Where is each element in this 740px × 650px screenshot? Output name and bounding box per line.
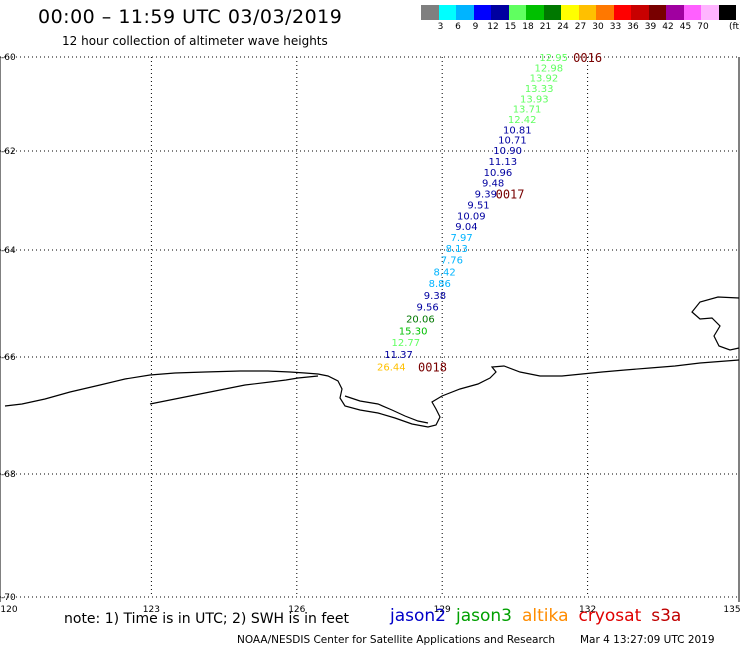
color-scale-label: 42 bbox=[662, 22, 674, 32]
color-swatch bbox=[578, 5, 596, 20]
latitude-tick-label: -66 bbox=[1, 353, 16, 363]
color-swatch bbox=[631, 5, 649, 20]
wave-height-value: 9.04 bbox=[455, 222, 477, 233]
longitude-tick-label: 120 bbox=[0, 605, 17, 615]
color-swatch bbox=[473, 5, 491, 20]
wave-height-value: 26.44 bbox=[377, 362, 406, 373]
wave-height-value: 13.33 bbox=[525, 84, 554, 95]
wave-height-value: 13.71 bbox=[513, 105, 542, 116]
longitude-tick-label: 135 bbox=[723, 605, 740, 615]
wave-height-value: 9.56 bbox=[417, 303, 439, 314]
wave-height-value: 9.38 bbox=[424, 291, 446, 302]
color-swatch bbox=[613, 5, 631, 20]
color-swatch bbox=[456, 5, 474, 20]
latitude-tick-label: -64 bbox=[1, 246, 16, 256]
color-scale-label: 24 bbox=[557, 22, 569, 32]
satellite-legend-item: altika bbox=[522, 606, 569, 626]
color-scale-label: 18 bbox=[522, 22, 534, 32]
color-swatch bbox=[508, 5, 526, 20]
color-swatch bbox=[596, 5, 614, 20]
longitude-tick-label: 132 bbox=[579, 605, 596, 615]
wave-height-value: 7.76 bbox=[441, 256, 463, 267]
color-scale-label: 12 bbox=[487, 22, 499, 32]
wave-height-value: 13.92 bbox=[530, 74, 559, 85]
color-swatch bbox=[421, 5, 439, 20]
wave-height-value: 9.51 bbox=[467, 200, 489, 211]
generated-timestamp: Mar 4 13:27:09 UTC 2019 bbox=[580, 634, 715, 646]
wave-height-observations: 12.9512.9813.9213.3313.9313.7112.4210.81… bbox=[377, 53, 568, 373]
latitude-tick-label: -60 bbox=[1, 53, 16, 63]
color-scale-label: 70 bbox=[697, 22, 709, 32]
wave-height-value: 10.81 bbox=[503, 125, 532, 136]
satellite-legend-item: jason2 bbox=[390, 606, 446, 626]
map-subtitle: 12 hour collection of altimeter wave hei… bbox=[62, 34, 328, 48]
color-scale-label: 21 bbox=[539, 22, 552, 32]
color-swatch bbox=[543, 5, 561, 20]
longitude-tick-label: 129 bbox=[434, 605, 451, 615]
wave-height-value: 10.96 bbox=[484, 168, 513, 179]
color-scale-label: 39 bbox=[644, 22, 657, 32]
lat-lon-grid: 120 123 126 129 132 135 -60 -62 -64 -66 -68 -70 bbox=[0, 53, 740, 615]
frame bbox=[0, 57, 740, 602]
footer-note: note: 1) Time is in UTC; 2) SWH is in fe… bbox=[64, 611, 350, 627]
track-time-label: 0016 bbox=[573, 51, 602, 65]
wave-height-value: 8.86 bbox=[429, 279, 451, 290]
wave-height-value: 15.30 bbox=[399, 326, 428, 337]
latitude-tick-label: -70 bbox=[1, 593, 16, 603]
track-time-labels: 0016 0017 0018 bbox=[418, 51, 602, 374]
wave-height-value: 9.39 bbox=[475, 190, 497, 201]
wave-height-value: 20.06 bbox=[406, 314, 435, 325]
coastline bbox=[4, 296, 740, 428]
color-swatch bbox=[438, 5, 456, 20]
color-scale-label: 9 bbox=[472, 22, 479, 32]
color-swatch bbox=[701, 5, 719, 20]
wave-height-value: 8.42 bbox=[433, 267, 455, 278]
wave-height-value: 12.98 bbox=[535, 63, 564, 74]
color-scale-unit: (ft) bbox=[729, 22, 740, 32]
longitude-tick-label: 126 bbox=[288, 605, 305, 615]
color-scale-label: 45 bbox=[679, 22, 692, 32]
wave-height-value: 12.95 bbox=[539, 53, 568, 64]
wave-height-value: 11.13 bbox=[488, 157, 517, 168]
color-swatch bbox=[526, 5, 544, 20]
color-swatch bbox=[683, 5, 701, 20]
satellite-legend-item: jason3 bbox=[456, 606, 512, 626]
color-scale-label: 27 bbox=[574, 22, 587, 32]
satellite-legend: jason2 jason3 altika cryosat s3a bbox=[390, 606, 691, 626]
wave-height-color-scale bbox=[421, 5, 736, 20]
color-scale-label: 15 bbox=[504, 22, 517, 32]
color-swatch bbox=[666, 5, 684, 20]
latitude-tick-label: -68 bbox=[1, 470, 16, 480]
wave-height-value: 13.93 bbox=[520, 94, 549, 105]
color-scale-label: 6 bbox=[455, 22, 461, 32]
satellite-legend-item: s3a bbox=[651, 606, 682, 626]
wave-height-value: 11.37 bbox=[384, 350, 413, 361]
wave-height-value: 10.71 bbox=[498, 136, 527, 147]
wave-height-value: 9.48 bbox=[482, 179, 504, 190]
wave-height-value: 10.90 bbox=[493, 146, 522, 157]
credit-line: NOAA/NESDIS Center for Satellite Applica… bbox=[237, 634, 555, 646]
color-swatch bbox=[491, 5, 509, 20]
wave-height-value: 12.77 bbox=[392, 338, 421, 349]
color-swatch bbox=[561, 5, 579, 20]
wave-height-value: 8.13 bbox=[446, 244, 468, 255]
track-time-label: 0018 bbox=[418, 360, 447, 374]
color-scale-label: 3 bbox=[437, 22, 444, 32]
color-scale-label: 33 bbox=[609, 22, 622, 32]
wave-height-value: 7.97 bbox=[450, 233, 472, 244]
wave-height-value: 12.42 bbox=[508, 115, 537, 126]
latitude-tick-label: -62 bbox=[1, 147, 16, 157]
longitude-tick-label: 123 bbox=[143, 605, 160, 615]
color-scale-label: 36 bbox=[627, 22, 639, 32]
color-scale-label: 30 bbox=[592, 22, 604, 32]
wave-height-value: 10.09 bbox=[457, 211, 486, 222]
satellite-legend-item: cryosat bbox=[578, 606, 642, 626]
map-title: 00:00 – 11:59 UTC 03/03/2019 bbox=[38, 6, 343, 28]
color-swatch bbox=[648, 5, 666, 20]
track-time-label: 0017 bbox=[496, 188, 525, 202]
color-swatch bbox=[718, 5, 736, 20]
